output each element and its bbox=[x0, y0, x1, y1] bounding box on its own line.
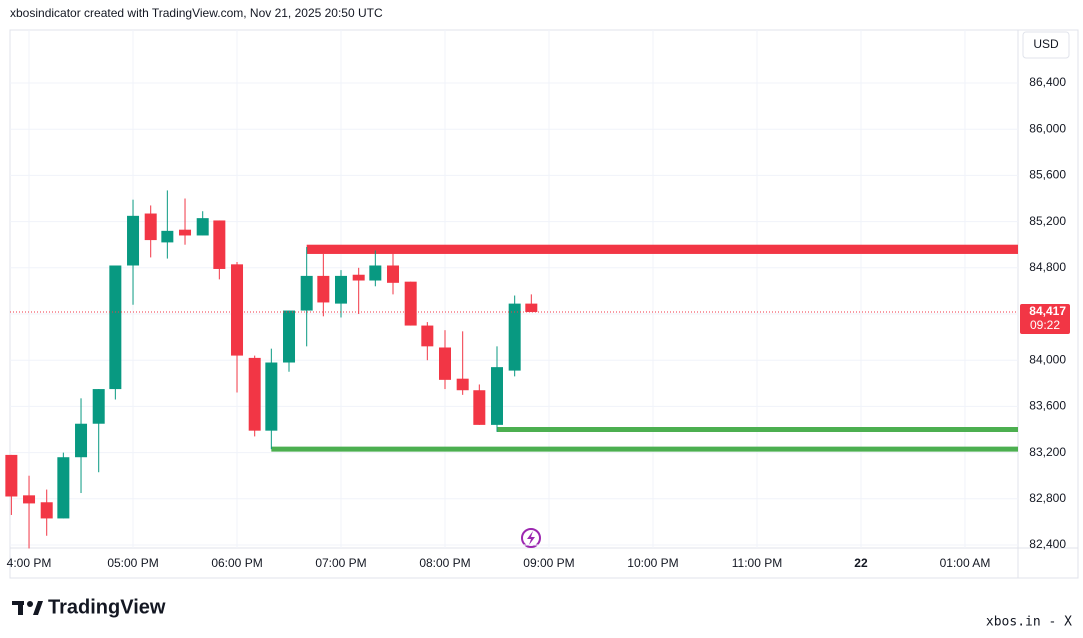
candle-body bbox=[335, 275, 348, 304]
candle-body bbox=[456, 378, 469, 391]
y-tick-label: 84,000 bbox=[1029, 352, 1066, 366]
y-tick-label: 86,000 bbox=[1029, 121, 1066, 135]
currency[interactable]: USD bbox=[1033, 37, 1059, 51]
y-tick-label: 83,200 bbox=[1029, 445, 1066, 459]
x-tick-label: 10:00 PM bbox=[627, 556, 678, 570]
countdown: 09:22 bbox=[1030, 318, 1060, 332]
candle-body bbox=[213, 220, 226, 269]
candle-body bbox=[404, 281, 417, 326]
candle-body bbox=[508, 303, 521, 371]
candle-body bbox=[265, 362, 278, 431]
candle-body bbox=[109, 265, 122, 390]
x-tick-label: 06:00 PM bbox=[211, 556, 262, 570]
candle-body bbox=[5, 454, 18, 497]
candle-body bbox=[23, 495, 36, 504]
candle-body bbox=[231, 264, 244, 356]
currency-box[interactable] bbox=[1022, 31, 1070, 59]
x-tick-label: 4:00 PM bbox=[7, 556, 52, 570]
candle-body bbox=[352, 274, 365, 281]
candle-body bbox=[473, 390, 486, 425]
candle-body bbox=[92, 389, 105, 424]
candle-body bbox=[144, 213, 157, 241]
candle-body bbox=[369, 265, 382, 281]
y-tick-label: 84,800 bbox=[1029, 260, 1066, 274]
x-tick-label: 01:00 AM bbox=[940, 556, 991, 570]
x-tick-label: 07:00 PM bbox=[315, 556, 366, 570]
candle-body bbox=[387, 265, 400, 283]
last-price-box bbox=[1020, 304, 1070, 335]
candle-body bbox=[196, 218, 209, 236]
x-tick-label: 22 bbox=[854, 556, 868, 570]
candle-body bbox=[525, 303, 538, 313]
logo: TradingView bbox=[48, 596, 166, 618]
candle-body bbox=[283, 310, 296, 363]
y-tick-label: 86,400 bbox=[1029, 75, 1066, 89]
candle-body bbox=[317, 275, 330, 303]
logo-icon bbox=[12, 601, 43, 615]
zone bbox=[306, 244, 1018, 254]
candle-body bbox=[248, 357, 261, 431]
candle-body bbox=[439, 347, 452, 380]
x-tick-label: 11:00 PM bbox=[732, 556, 782, 570]
candle-body bbox=[75, 423, 88, 458]
y-tick-label: 85,600 bbox=[1029, 168, 1066, 182]
y-tick-label: 83,600 bbox=[1029, 399, 1066, 413]
candle-body bbox=[421, 325, 434, 347]
candle-body bbox=[179, 229, 192, 236]
x-tick-label: 08:00 PM bbox=[419, 556, 470, 570]
y-tick-label: 82,400 bbox=[1029, 537, 1066, 551]
candle-body bbox=[40, 502, 53, 519]
frame bbox=[9, 29, 1079, 579]
x-tick-label: 05:00 PM bbox=[107, 556, 158, 570]
header: xbosindicator created with TradingView.c… bbox=[10, 6, 383, 20]
y-tick-label: 85,200 bbox=[1029, 214, 1066, 228]
x-tick-label: 09:00 PM bbox=[523, 556, 574, 570]
indicator-icon bbox=[521, 528, 541, 548]
candle-body bbox=[300, 275, 313, 311]
candle-body bbox=[127, 215, 140, 266]
footer: xbos.in - X bbox=[986, 615, 1072, 630]
y-tick-label: 82,800 bbox=[1029, 491, 1066, 505]
last-price-label: 84,417 bbox=[1029, 304, 1066, 318]
candle-body bbox=[161, 230, 174, 243]
candle-body bbox=[490, 367, 503, 425]
candle-body bbox=[57, 457, 70, 519]
